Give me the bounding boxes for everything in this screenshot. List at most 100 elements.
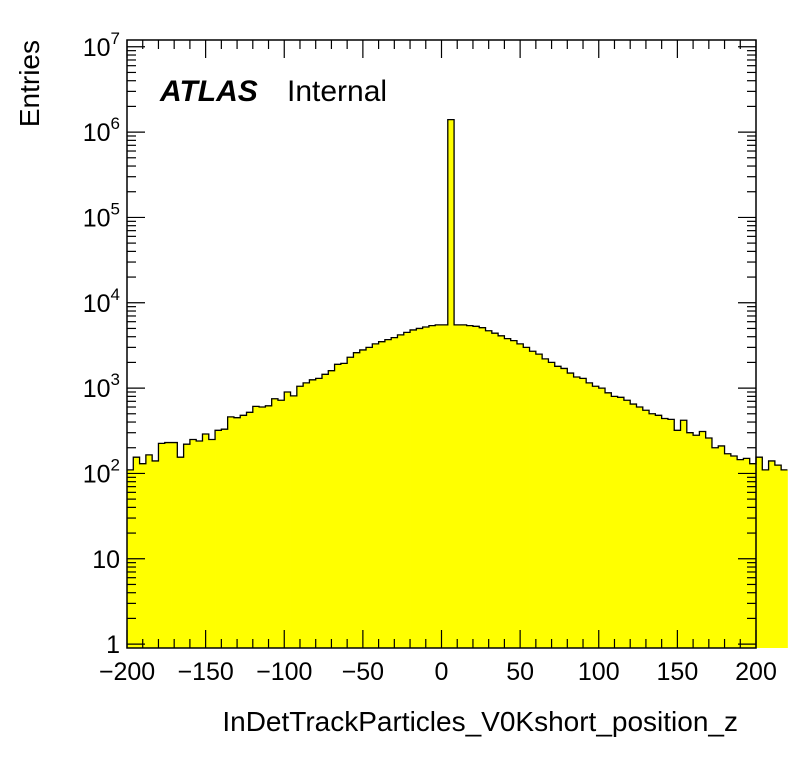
histogram-bin: [586, 382, 593, 648]
histogram-bin: [183, 444, 191, 648]
histogram-bin: [221, 429, 229, 648]
histogram-bin: [403, 332, 411, 648]
internal-label: Internal: [287, 75, 387, 108]
histogram-bin: [756, 457, 763, 648]
x-tick-label: 0: [435, 658, 449, 686]
histogram-bin: [233, 417, 241, 648]
histogram-bin: [158, 443, 166, 648]
histogram-bin: [686, 432, 694, 648]
histogram-bin: [743, 458, 751, 648]
histogram-bars: [127, 118, 788, 649]
histogram-bin: [781, 469, 788, 648]
y-tick-label: 1: [106, 631, 120, 659]
histogram-bin: [699, 431, 707, 648]
histogram-bin: [359, 349, 367, 648]
histogram-bin: [561, 368, 568, 648]
histogram-bin: [321, 374, 329, 648]
histogram-bin: [724, 453, 732, 648]
histogram-bin: [730, 456, 738, 648]
histogram-bin: [529, 351, 537, 648]
x-tick-label: 50: [506, 658, 534, 686]
plot-frame: [126, 39, 757, 649]
histogram-bin: [271, 398, 279, 648]
histogram-bin: [410, 329, 417, 648]
y-tick-label: 104: [83, 285, 120, 318]
histogram-bin: [749, 463, 757, 648]
histogram-bin: [391, 337, 398, 648]
histogram-bin: [774, 465, 782, 648]
histogram-bin: [196, 440, 203, 648]
histogram-bin: [215, 430, 222, 648]
histogram-bin: [372, 343, 379, 648]
histogram-bin: [347, 357, 354, 648]
histogram-bin: [441, 324, 449, 648]
histogram-bin: [617, 397, 625, 648]
histogram-bin: [479, 327, 486, 648]
histogram-bin: [472, 326, 480, 648]
histogram-bin: [667, 419, 675, 648]
y-tick-label: 107: [83, 29, 120, 62]
histogram-bin: [554, 366, 562, 648]
histogram-bin: [674, 430, 681, 648]
histogram-bin: [259, 407, 266, 648]
histogram-bin: [680, 420, 688, 648]
histogram-bin: [303, 382, 310, 648]
atlas-label: ATLAS: [159, 75, 258, 108]
histogram-bin: [177, 457, 185, 648]
histogram-bin: [768, 460, 776, 648]
histogram-bin: [762, 469, 769, 648]
histogram-bin: [152, 460, 159, 648]
y-tick-label: 105: [83, 199, 120, 232]
histogram-bin: [252, 406, 260, 648]
x-axis-title: InDetTrackParticles_V0Kshort_position_z: [222, 706, 738, 737]
histogram-bin: [189, 439, 197, 648]
histogram-bin: [422, 326, 430, 648]
x-tick-label: 200: [735, 658, 777, 686]
histogram-bin: [623, 400, 631, 648]
histogram-bin: [340, 363, 348, 648]
histogram-bin: [711, 447, 719, 648]
histogram-bin: [208, 439, 216, 648]
histogram-bin: [598, 388, 606, 648]
histogram-bin: [498, 335, 505, 648]
histogram-bin: [384, 339, 392, 648]
histogram-bin: [642, 410, 650, 648]
x-tick-label: 100: [578, 658, 620, 686]
histogram-bin: [491, 333, 499, 648]
histogram-bin: [435, 324, 442, 648]
histogram-bin: [649, 413, 656, 648]
histogram-bin: [133, 457, 140, 648]
histogram-bin: [535, 354, 543, 648]
histogram-bin: [164, 442, 172, 648]
histogram-bin: [516, 343, 524, 648]
histogram-bin: [737, 459, 744, 648]
histogram-bin: [240, 415, 247, 648]
y-tick-labels: 1 10 102 103 104 105 106 107: [83, 29, 120, 659]
y-tick-label: 106: [83, 114, 120, 147]
histogram-bin: [277, 400, 285, 648]
x-tick-label: −200: [99, 658, 155, 686]
histogram-outline: [127, 118, 788, 471]
histogram-bin: [567, 373, 574, 648]
histogram-bin: [309, 379, 317, 648]
histogram-bin: [265, 405, 273, 648]
histogram-bin: [636, 407, 644, 648]
histogram-bin: [548, 362, 556, 648]
histogram-bin: [485, 330, 493, 648]
histogram-bin: [705, 438, 713, 648]
histogram-bin: [315, 378, 323, 648]
y-tick-label: 103: [83, 370, 120, 403]
histogram-bin: [504, 338, 512, 648]
histogram-bin: [290, 395, 298, 648]
histogram-bin: [510, 340, 518, 648]
histogram-bin: [542, 358, 549, 648]
y-tick-label: 10: [92, 546, 120, 574]
histogram-bin: [416, 328, 424, 648]
y-axis-title: Entries: [14, 40, 45, 127]
x-tick-label: 150: [657, 658, 699, 686]
histogram-bin: [296, 386, 304, 648]
histogram-bin: [145, 454, 153, 648]
x-tick-labels: −200 −150 −100 −50 0 50 100 150 200: [99, 658, 777, 686]
histogram-bin: [447, 119, 455, 649]
